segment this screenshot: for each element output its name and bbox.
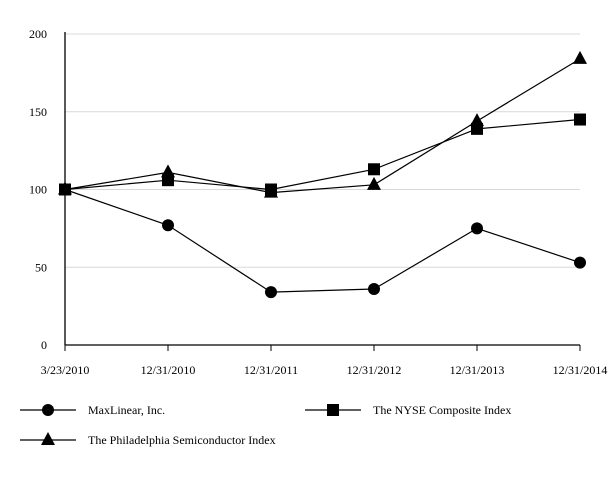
series-line-0 (64, 188, 581, 293)
x-tick-label: 12/31/2014 (553, 363, 608, 377)
square-marker (59, 183, 71, 196)
legend-label: MaxLinear, Inc. (88, 403, 165, 417)
triangle-marker (573, 50, 587, 64)
x-tick-label: 12/31/2011 (244, 363, 298, 377)
circle-marker (265, 286, 277, 299)
legend-triangle-icon (41, 432, 55, 445)
triangle-marker (470, 113, 484, 127)
x-tick-label: 12/31/2012 (347, 363, 402, 377)
x-tick-label: 12/31/2013 (450, 363, 505, 377)
circle-marker (471, 222, 483, 235)
x-tick-label: 3/23/2010 (41, 363, 90, 377)
series-line-2 (64, 58, 581, 194)
circle-marker (368, 283, 380, 296)
y-tick-label: 50 (35, 260, 47, 274)
circle-marker (162, 219, 174, 232)
legend-square-icon (327, 404, 339, 416)
circle-marker (574, 256, 586, 269)
y-tick-label: 200 (29, 27, 47, 41)
square-marker (265, 183, 277, 196)
triangle-marker (367, 176, 381, 190)
y-tick-label: 150 (29, 105, 47, 119)
x-tick-label: 12/31/2010 (141, 363, 196, 377)
square-marker (162, 174, 174, 187)
square-marker (471, 122, 483, 135)
series-line-1 (64, 118, 581, 191)
legend-circle-icon (42, 404, 54, 416)
legend-label: The NYSE Composite Index (373, 403, 511, 417)
square-marker (574, 113, 586, 126)
legend-label: The Philadelphia Semiconductor Index (88, 433, 276, 447)
y-tick-label: 100 (29, 183, 47, 197)
square-marker (368, 163, 380, 176)
triangle-marker (161, 164, 175, 178)
y-tick-label: 0 (41, 338, 47, 352)
